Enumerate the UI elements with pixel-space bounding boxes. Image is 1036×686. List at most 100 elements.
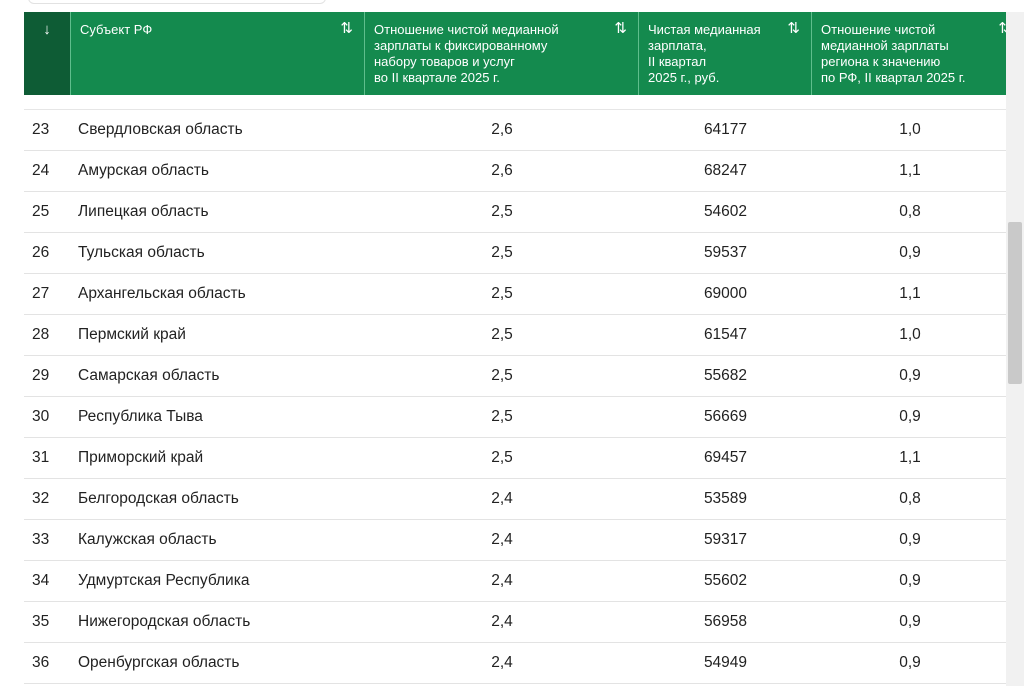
region-name: Архангельская область [78, 285, 246, 302]
row-index: 23 [32, 121, 50, 138]
table-row: 31 Приморский край 2,5 69457 1,1 [24, 438, 1008, 479]
row-index: 36 [32, 654, 50, 671]
row-index: 29 [32, 367, 50, 384]
column-header-ratio-label: Отношение чистой медианной зарплаты к фи… [374, 22, 559, 85]
row-index: 33 [32, 531, 50, 548]
relative-value: 1,1 [899, 449, 921, 466]
row-index: 34 [32, 572, 50, 589]
ratio-value: 2,6 [491, 121, 513, 138]
table-header: ↓ Субъект РФ ⇅ Отношение чистой медианно… [24, 12, 1011, 95]
column-header-wage[interactable]: Чистая медианная зарплата, II квартал 20… [639, 12, 812, 95]
column-header-relative-label: Отношение чистой медианной зарплаты реги… [821, 22, 966, 85]
table-row: 35 Нижегородская область 2,4 56958 0,9 [24, 602, 1008, 643]
wage-value: 59537 [703, 244, 748, 261]
relative-value: 0,9 [899, 613, 921, 630]
row-index: 31 [32, 449, 50, 466]
region-name: Самарская область [78, 367, 220, 384]
row-index: 27 [32, 285, 50, 302]
wage-value: 61547 [703, 326, 748, 343]
ratio-value: 2,5 [491, 285, 513, 302]
wage-value: 54949 [703, 654, 748, 671]
relative-value: 0,9 [899, 531, 921, 548]
region-name: Нижегородская область [78, 613, 251, 630]
relative-value: 0,8 [899, 203, 921, 220]
relative-value: 0,8 [899, 490, 921, 507]
wage-value: 59317 [703, 531, 748, 548]
sort-toggle-icon[interactable]: ⇅ [340, 20, 353, 37]
ratio-value: 2,5 [491, 244, 513, 261]
row-index: 35 [32, 613, 50, 630]
wage-value: 53589 [703, 490, 748, 507]
table-row: 23 Свердловская область 2,6 64177 1,0 [24, 110, 1008, 151]
ratio-value: 2,5 [491, 326, 513, 343]
table-row: 30 Республика Тыва 2,5 56669 0,9 [24, 397, 1008, 438]
column-header-region-label: Субъект РФ [80, 22, 153, 37]
ratio-value: 2,4 [491, 531, 513, 548]
row-index: 26 [32, 244, 50, 261]
region-name: Республика Тыва [78, 408, 203, 425]
region-name: Пермский край [78, 326, 186, 343]
region-name: Свердловская область [78, 121, 243, 138]
region-name: Удмуртская Республика [78, 572, 250, 589]
table-row: 28 Пермский край 2,5 61547 1,0 [24, 315, 1008, 356]
scrollbar-thumb[interactable] [1008, 222, 1022, 384]
wage-value: 55682 [703, 367, 748, 384]
table-row: 34 Удмуртская Республика 2,4 55602 0,9 [24, 561, 1008, 602]
wage-value: 55602 [703, 572, 748, 589]
table-row: 24 Амурская область 2,6 68247 1,1 [24, 151, 1008, 192]
sort-down-arrow-icon[interactable]: ↓ [43, 21, 51, 38]
search-box-edge [28, 0, 326, 4]
wage-value: 54602 [703, 203, 748, 220]
ratio-value: 2,4 [491, 490, 513, 507]
salary-table: ↓ Субъект РФ ⇅ Отношение чистой медианно… [24, 12, 1011, 684]
relative-value: 1,1 [899, 162, 921, 179]
row-index: 24 [32, 162, 50, 179]
region-name: Приморский край [78, 449, 204, 466]
ratio-value: 2,5 [491, 408, 513, 425]
relative-value: 0,9 [899, 244, 921, 261]
wage-value: 69457 [703, 449, 748, 466]
table-row: 32 Белгородская область 2,4 53589 0,8 [24, 479, 1008, 520]
relative-value: 0,9 [899, 367, 921, 384]
region-name: Тульская область [78, 244, 205, 261]
row-index: 30 [32, 408, 50, 425]
region-name: Амурская область [78, 162, 209, 179]
region-name: Липецкая область [78, 203, 209, 220]
ratio-value: 2,6 [491, 162, 513, 179]
table-row: 36 Оренбургская область 2,4 54949 0,9 [24, 643, 1008, 684]
relative-value: 1,0 [899, 326, 921, 343]
ratio-value: 2,4 [491, 613, 513, 630]
wage-value: 68247 [703, 162, 748, 179]
region-name: Оренбургская область [78, 654, 240, 671]
table-body: 23 Свердловская область 2,6 64177 1,0 24 Амурс… [24, 110, 1008, 684]
region-name: Калужская область [78, 531, 217, 548]
row-index: 28 [32, 326, 50, 343]
sort-toggle-icon[interactable]: ⇅ [787, 20, 800, 37]
relative-value: 0,9 [899, 408, 921, 425]
ratio-value: 2,5 [491, 367, 513, 384]
relative-value: 1,0 [899, 121, 921, 138]
row-index: 32 [32, 490, 50, 507]
column-header-ratio[interactable]: Отношение чистой медианной зарплаты к фи… [365, 12, 639, 95]
wage-value: 64177 [703, 121, 748, 138]
row-index: 25 [32, 203, 50, 220]
wage-value: 69000 [703, 285, 748, 302]
column-header-region[interactable]: Субъект РФ ⇅ [71, 12, 365, 95]
relative-value: 0,9 [899, 654, 921, 671]
vertical-scrollbar[interactable] [1006, 12, 1024, 686]
ratio-value: 2,5 [491, 203, 513, 220]
wage-value: 56669 [703, 408, 748, 425]
table-row: 26 Тульская область 2,5 59537 0,9 [24, 233, 1008, 274]
table-row: 27 Архангельская область 2,5 69000 1,1 [24, 274, 1008, 315]
ratio-value: 2,4 [491, 572, 513, 589]
region-name: Белгородская область [78, 490, 239, 507]
sort-by-index-header[interactable]: ↓ [24, 12, 71, 95]
header-spacer [24, 95, 1008, 110]
column-header-relative[interactable]: Отношение чистой медианной зарплаты реги… [812, 12, 1011, 95]
table-row: 29 Самарская область 2,5 55682 0,9 [24, 356, 1008, 397]
sort-toggle-icon[interactable]: ⇅ [614, 20, 627, 37]
column-header-wage-label: Чистая медианная зарплата, II квартал 20… [648, 22, 761, 85]
table-row: 33 Калужская область 2,4 59317 0,9 [24, 520, 1008, 561]
table-row: 25 Липецкая область 2,5 54602 0,8 [24, 192, 1008, 233]
wage-value: 56958 [703, 613, 748, 630]
